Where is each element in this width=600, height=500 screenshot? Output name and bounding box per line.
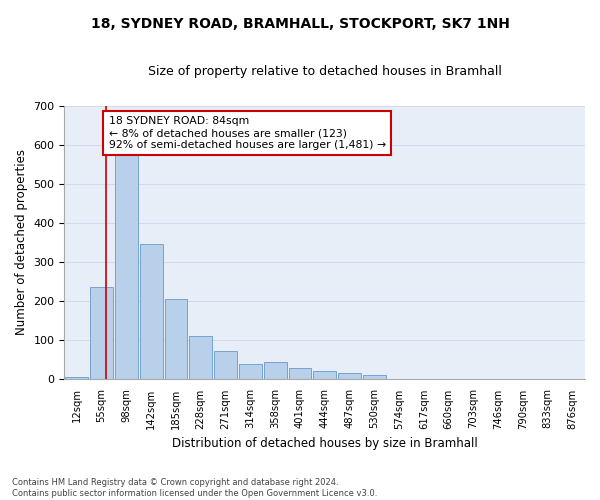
Bar — [264, 362, 287, 378]
Bar — [164, 298, 187, 378]
Bar — [239, 364, 262, 378]
Bar — [363, 376, 386, 378]
Title: Size of property relative to detached houses in Bramhall: Size of property relative to detached ho… — [148, 65, 502, 78]
Bar — [313, 371, 336, 378]
X-axis label: Distribution of detached houses by size in Bramhall: Distribution of detached houses by size … — [172, 437, 478, 450]
Bar — [90, 287, 113, 378]
Bar — [214, 352, 237, 378]
Text: Contains HM Land Registry data © Crown copyright and database right 2024.
Contai: Contains HM Land Registry data © Crown c… — [12, 478, 377, 498]
Bar — [289, 368, 311, 378]
Bar — [338, 372, 361, 378]
Y-axis label: Number of detached properties: Number of detached properties — [15, 149, 28, 335]
Bar — [115, 137, 138, 378]
Bar — [190, 336, 212, 378]
Text: 18, SYDNEY ROAD, BRAMHALL, STOCKPORT, SK7 1NH: 18, SYDNEY ROAD, BRAMHALL, STOCKPORT, SK… — [91, 18, 509, 32]
Text: 18 SYDNEY ROAD: 84sqm
← 8% of detached houses are smaller (123)
92% of semi-deta: 18 SYDNEY ROAD: 84sqm ← 8% of detached h… — [109, 116, 386, 150]
Bar — [65, 376, 88, 378]
Bar — [140, 244, 163, 378]
